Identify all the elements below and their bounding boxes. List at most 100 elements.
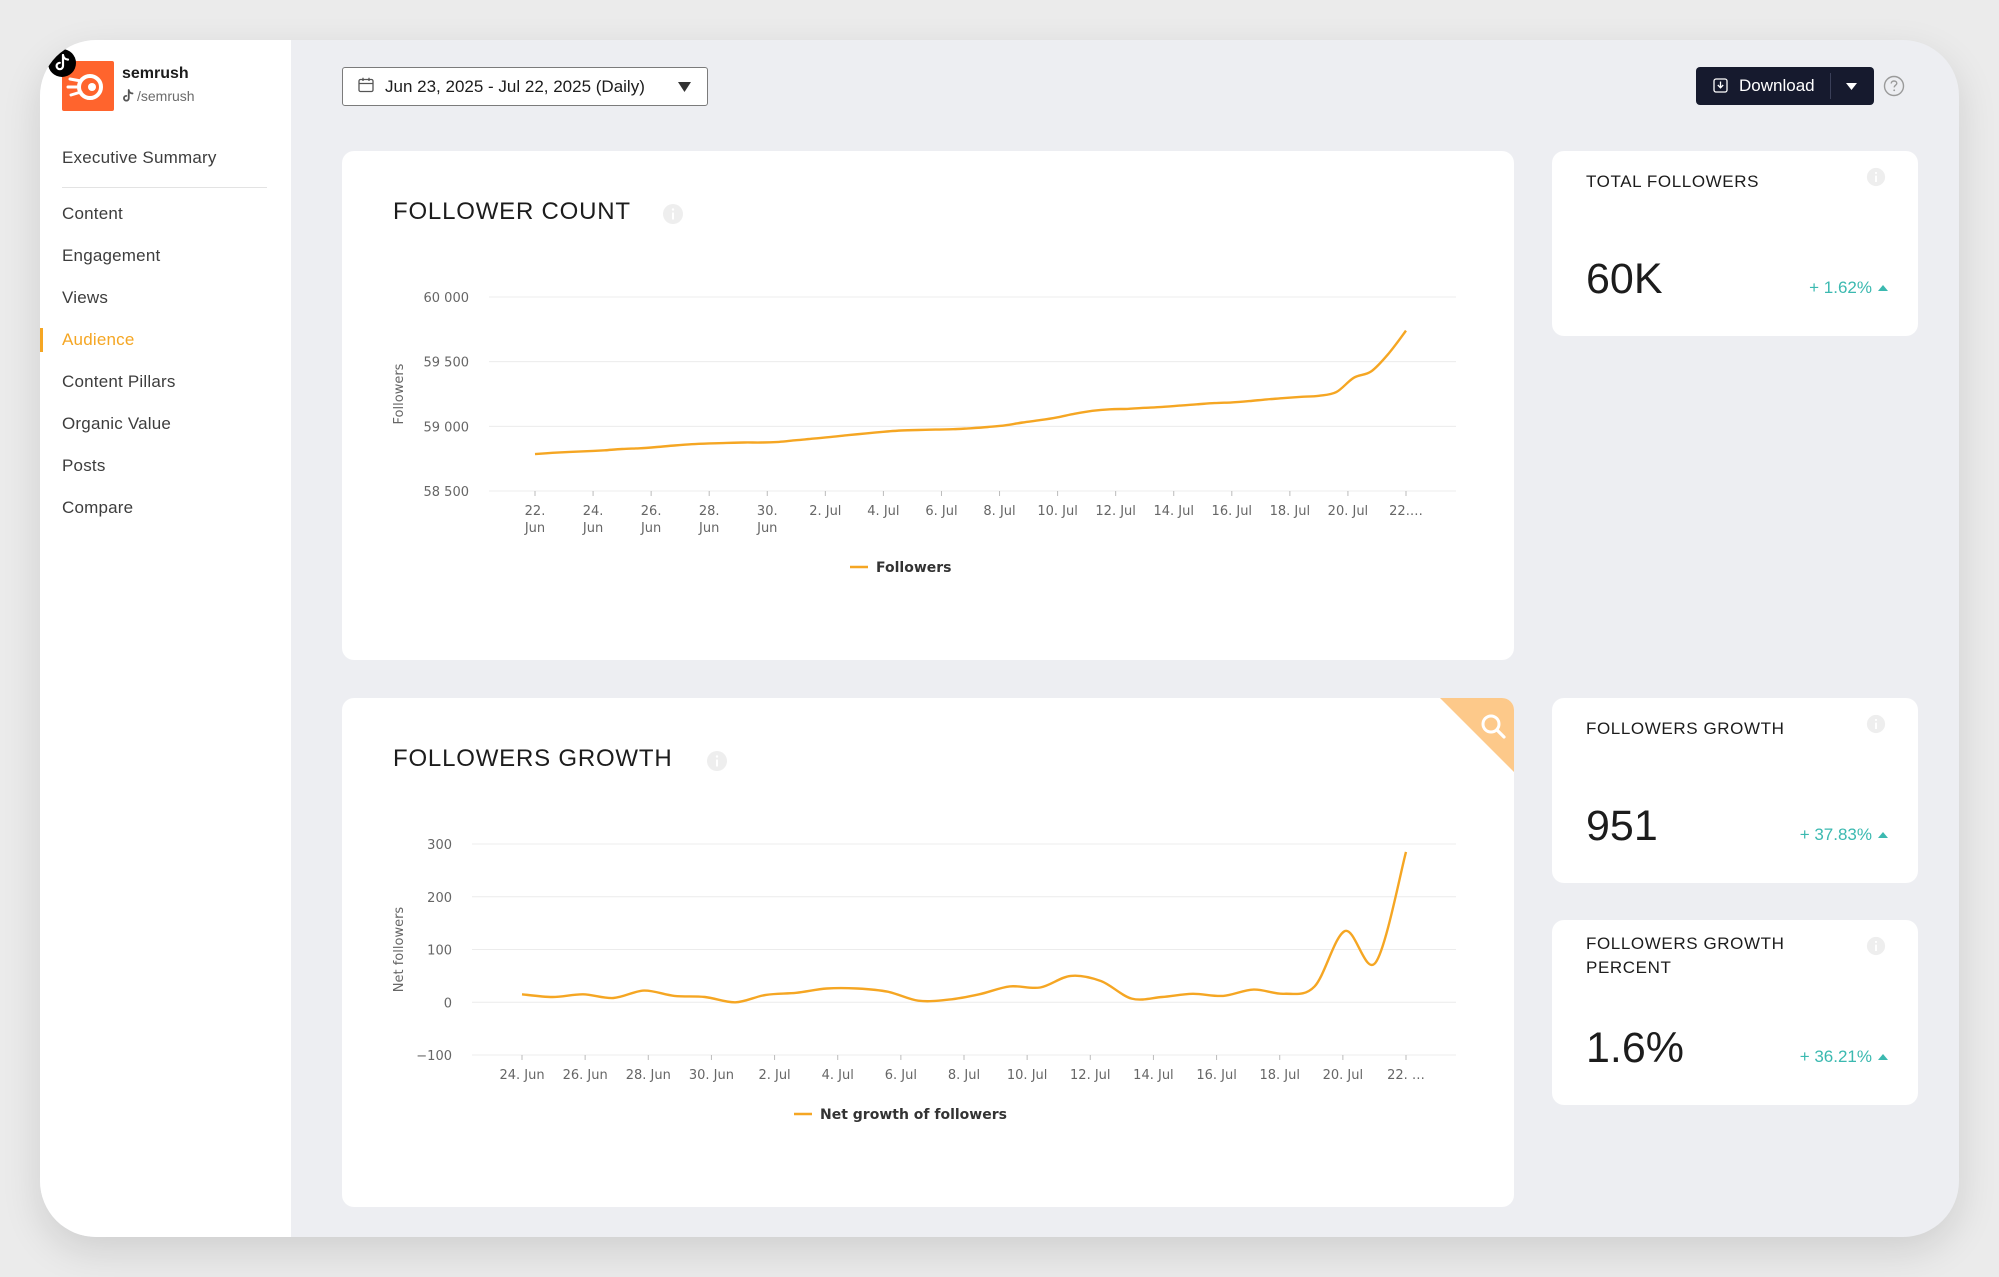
x-tick-label: 4. Jul bbox=[822, 1068, 854, 1083]
followers-growth-kpi-card: FOLLOWERS GROWTH 951 + 37.83% bbox=[1552, 698, 1918, 883]
x-tick-label: 6. Jul bbox=[925, 504, 957, 519]
followers-growth-title: FOLLOWERS GROWTH bbox=[393, 745, 673, 772]
x-tick-label: 22.… bbox=[1389, 504, 1423, 519]
nav-content-pillars[interactable]: Content Pillars bbox=[62, 372, 176, 391]
info-icon[interactable] bbox=[1866, 714, 1886, 734]
y-axis-title: Net followers bbox=[392, 907, 407, 993]
nav-organic-value[interactable]: Organic Value bbox=[62, 414, 172, 433]
download-dropdown-icon[interactable] bbox=[1846, 83, 1857, 90]
semrush-fireball-icon bbox=[66, 74, 103, 100]
y-tick-label: 60 000 bbox=[424, 291, 470, 306]
x-tick-label: 12. Jul bbox=[1070, 1068, 1111, 1083]
followers-growth-chart: 300 200 100 0 −100 Net followers 24. Jun 26. Ju… bbox=[392, 838, 1456, 1123]
nav-engagement[interactable]: Engagement bbox=[62, 246, 161, 265]
info-icon[interactable] bbox=[1866, 936, 1886, 956]
x-tick-label: Jun bbox=[524, 521, 545, 536]
follower-count-chart: 60 000 59 500 59 000 58 500 Followers 22. Jun 2… bbox=[392, 291, 1456, 576]
y-axis-title: Followers bbox=[392, 363, 407, 424]
y-tick-label: 59 500 bbox=[424, 356, 470, 371]
follower-count-card: FOLLOWER COUNT 60 000 59 500 59 000 58 500 F… bbox=[342, 151, 1514, 660]
x-tick-label: 30. bbox=[757, 504, 778, 519]
x-tick-label: 10. Jul bbox=[1037, 504, 1078, 519]
trend-up-icon bbox=[1878, 285, 1888, 291]
date-range-picker[interactable]: Jun 23, 2025 - Jul 22, 2025 (Daily) bbox=[342, 67, 708, 106]
x-tick-label: 18. Jul bbox=[1259, 1068, 1300, 1083]
nav-active-marker bbox=[40, 328, 43, 352]
x-tick-label: 20. Jul bbox=[1328, 504, 1369, 519]
x-tick-label: 14. Jul bbox=[1153, 504, 1194, 519]
chevron-down-icon bbox=[678, 82, 691, 92]
info-icon[interactable] bbox=[662, 203, 684, 225]
y-tick-label: 200 bbox=[427, 891, 452, 906]
x-tick-label: 22. bbox=[525, 504, 546, 519]
x-tick-label: 10. Jul bbox=[1007, 1068, 1047, 1083]
y-tick-label: 300 bbox=[427, 838, 452, 853]
x-tick-label: 24. Jun bbox=[499, 1068, 544, 1083]
y-tick-label: 0 bbox=[444, 996, 452, 1011]
kpi-value: 60K bbox=[1586, 255, 1663, 303]
x-tick-label: 6. Jul bbox=[885, 1068, 917, 1083]
kpi-change-value: + 37.83% bbox=[1799, 825, 1872, 844]
x-tick-label: 30. Jun bbox=[689, 1068, 734, 1083]
nav-views[interactable]: Views bbox=[62, 288, 109, 307]
kpi-title: TOTAL FOLLOWERS bbox=[1586, 172, 1760, 191]
x-tick-label: 2. Jul bbox=[758, 1068, 790, 1083]
series-line bbox=[521, 851, 1408, 1004]
trend-up-icon bbox=[1878, 832, 1888, 838]
follower-count-title: FOLLOWER COUNT bbox=[393, 198, 631, 225]
x-tick-label: 22. … bbox=[1387, 1068, 1425, 1083]
x-tick-label: 2. Jul bbox=[809, 504, 841, 519]
nav-audience[interactable]: Audience bbox=[62, 330, 135, 349]
kpi-change: + 37.83% bbox=[1800, 825, 1888, 845]
kpi-title: FOLLOWERS GROWTH PERCENT bbox=[1586, 934, 1785, 977]
x-tick-label: 28. bbox=[699, 504, 720, 519]
info-icon[interactable] bbox=[706, 750, 728, 772]
date-range-label: Jun 23, 2025 - Jul 22, 2025 (Daily) bbox=[385, 77, 645, 96]
brand-handle: /semrush bbox=[137, 88, 195, 104]
series-line bbox=[534, 329, 1407, 456]
x-tick-label: 14. Jul bbox=[1133, 1068, 1174, 1083]
help-icon[interactable] bbox=[1883, 75, 1905, 97]
x-tick-label: 18. Jul bbox=[1270, 504, 1311, 519]
brand-handle-row: /semrush bbox=[122, 88, 195, 104]
total-followers-card: TOTAL FOLLOWERS 60K + 1.62% bbox=[1552, 151, 1918, 336]
x-tick-label: 4. Jul bbox=[867, 504, 899, 519]
x-tick-label: 16. Jul bbox=[1196, 1068, 1237, 1083]
x-tick-label: 26. bbox=[641, 504, 662, 519]
x-tick-label: Jun bbox=[582, 521, 603, 536]
app-window: semrush /semrush Executive Summary Conte… bbox=[40, 40, 1959, 1237]
info-icon[interactable] bbox=[1866, 167, 1886, 187]
download-icon bbox=[1713, 78, 1728, 93]
legend-label: Net growth of followers bbox=[820, 1107, 1007, 1123]
kpi-value: 951 bbox=[1586, 802, 1658, 850]
x-tick-label: 24. bbox=[583, 504, 604, 519]
followers-growth-card: FOLLOWERS GROWTH 300 200 100 0 −100 Net follo… bbox=[342, 698, 1514, 1207]
kpi-change-value: + 1.62% bbox=[1809, 278, 1872, 297]
x-tick-label: 16. Jul bbox=[1212, 504, 1253, 519]
followers-growth-percent-card: FOLLOWERS GROWTH PERCENT 1.6% + 36.21% bbox=[1552, 920, 1918, 1105]
calendar-icon bbox=[358, 77, 374, 93]
x-tick-label: 28. Jun bbox=[626, 1068, 671, 1083]
legend-label: Followers bbox=[876, 560, 952, 576]
zoom-search-icon[interactable] bbox=[1440, 698, 1514, 772]
brand-name: semrush bbox=[122, 65, 189, 82]
nav-content[interactable]: Content bbox=[62, 204, 123, 223]
kpi-value: 1.6% bbox=[1586, 1024, 1685, 1072]
tiktok-small-icon bbox=[123, 89, 134, 102]
x-tick-label: 8. Jul bbox=[983, 504, 1015, 519]
nav-executive-summary[interactable]: Executive Summary bbox=[62, 148, 217, 167]
download-button[interactable]: Download bbox=[1696, 67, 1874, 105]
x-tick-label: Jun bbox=[640, 521, 661, 536]
download-separator bbox=[1830, 73, 1831, 99]
x-tick-label: Jun bbox=[756, 521, 777, 536]
nav-posts[interactable]: Posts bbox=[62, 456, 106, 475]
y-tick-label: 59 000 bbox=[424, 420, 470, 435]
y-tick-label: 100 bbox=[427, 944, 452, 959]
x-tick-label: 26. Jun bbox=[563, 1068, 608, 1083]
x-tick-label: 8. Jul bbox=[948, 1068, 980, 1083]
kpi-change: + 36.21% bbox=[1800, 1047, 1888, 1067]
nav-compare[interactable]: Compare bbox=[62, 498, 134, 517]
tiktok-icon bbox=[48, 49, 76, 77]
kpi-change-value: + 36.21% bbox=[1799, 1047, 1872, 1066]
y-tick-label: 58 500 bbox=[424, 485, 470, 500]
